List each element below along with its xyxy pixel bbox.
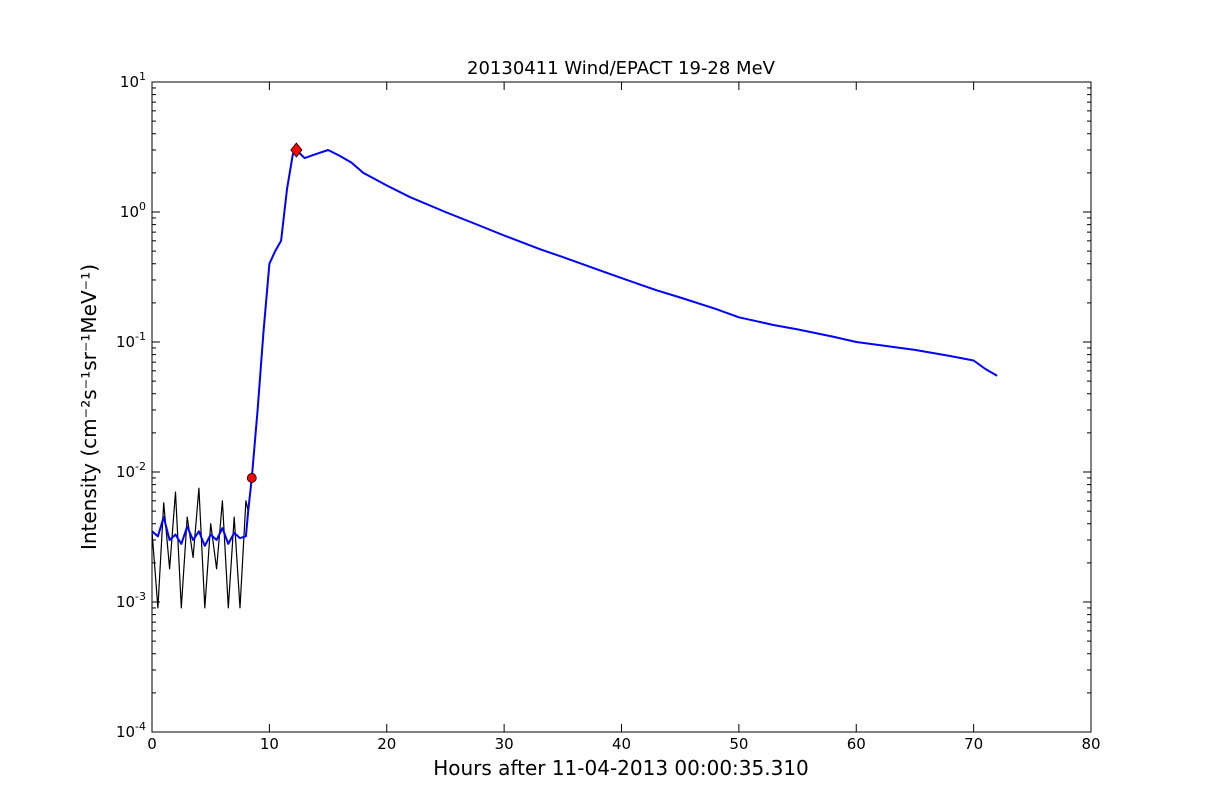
x-tick-label: 80 <box>1081 735 1100 753</box>
peak-marker <box>290 142 303 158</box>
onset-marker <box>246 473 257 483</box>
x-tick-label: 20 <box>377 735 396 753</box>
x-tick-label: 50 <box>729 735 748 753</box>
x-tick-label: 30 <box>495 735 514 753</box>
x-axis-label: Hours after 11-04-2013 00:00:35.310 <box>433 756 809 780</box>
x-tick-label: 10 <box>260 735 279 753</box>
y-tick-label: 10-1 <box>116 330 146 351</box>
y-tick-label: 101 <box>120 70 146 91</box>
y-tick-label: 10-2 <box>116 460 146 481</box>
y-tick-label: 10-3 <box>116 590 146 611</box>
y-tick-label: 10-4 <box>116 720 146 741</box>
x-tick-label: 40 <box>612 735 631 753</box>
series-line-smoothed <box>151 149 998 547</box>
x-tick-label: 0 <box>147 735 157 753</box>
x-tick-label: 70 <box>964 735 983 753</box>
y-axis-label: Intensity (cm⁻²s⁻¹sr⁻¹MeV⁻¹) <box>77 264 101 550</box>
y-tick-label: 100 <box>120 200 146 221</box>
chart-title: 20130411 Wind/EPACT 19-28 MeV <box>467 58 776 79</box>
x-tick-label: 60 <box>847 735 866 753</box>
